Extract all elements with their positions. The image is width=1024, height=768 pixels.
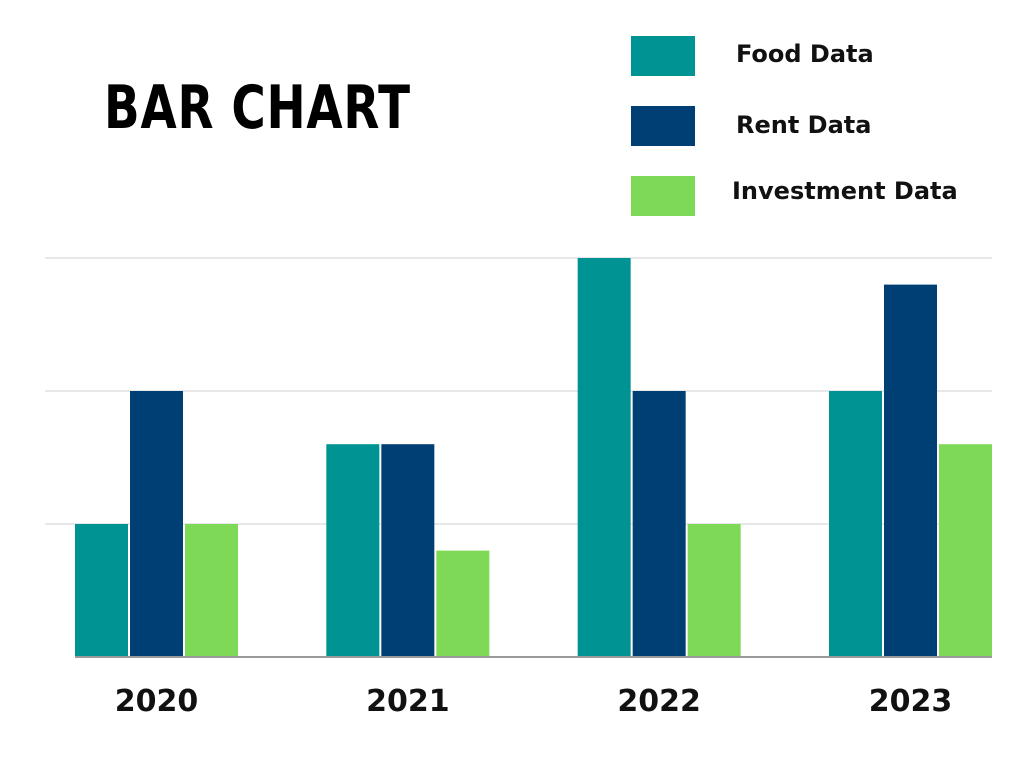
legend-label-food: Food Data — [736, 40, 874, 68]
bar-rent-data-2023 — [884, 284, 937, 657]
x-tick-label-2020: 2020 — [115, 684, 199, 719]
legend-swatch-rent — [631, 106, 695, 146]
bar-investment-data-2023 — [939, 444, 992, 657]
bar-investment-data-2021 — [436, 550, 490, 657]
legend-label-rent: Rent Data — [736, 111, 872, 139]
bar-investment-data-2020 — [185, 524, 238, 657]
bar-food-data-2020 — [75, 524, 128, 657]
x-tick-label-2021: 2021 — [366, 684, 450, 719]
legend-swatch-food — [631, 36, 695, 76]
bar-food-data-2022 — [577, 258, 631, 657]
legend-label-investment: Investment Data — [732, 177, 958, 205]
chart-title: BAR CHART — [104, 73, 411, 143]
legend-swatch-investment — [631, 176, 695, 216]
x-tick-labels: 2020 2021 2022 2023 — [115, 684, 953, 719]
bars — [75, 258, 992, 657]
bar-food-data-2021 — [326, 444, 380, 657]
x-tick-label-2022: 2022 — [617, 684, 701, 719]
bar-rent-data-2020 — [130, 391, 183, 657]
bar-investment-data-2022 — [687, 524, 741, 657]
bar-rent-data-2022 — [632, 391, 686, 657]
bar-rent-data-2021 — [381, 444, 435, 657]
bar-food-data-2023 — [829, 391, 882, 657]
x-tick-label-2023: 2023 — [869, 684, 953, 719]
